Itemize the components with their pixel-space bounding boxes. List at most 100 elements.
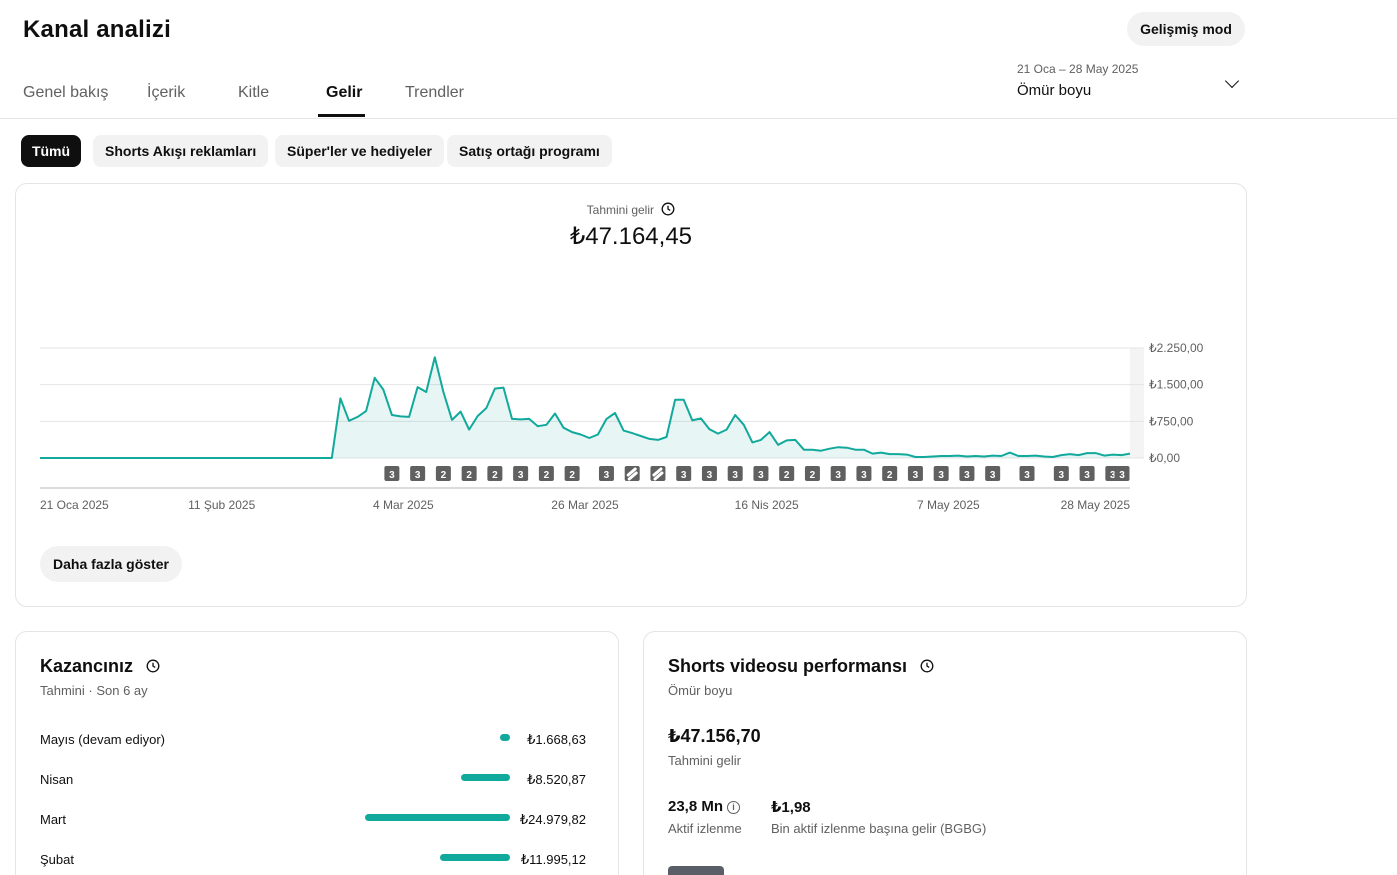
y-tick-label: ₺2.250,00 [1149,341,1204,355]
upload-marker-box [779,466,795,481]
upload-marker-box [985,466,1001,481]
upload-marker[interactable]: 2 [804,466,820,481]
upload-marker[interactable]: 2 [487,466,503,481]
shorts-title: Shorts videosu performansı [668,656,934,677]
clock-icon[interactable] [146,659,160,673]
upload-marker[interactable]: 3 [753,466,769,481]
upload-marker[interactable]: 3 [513,466,529,481]
upload-marker-box [676,466,692,481]
revenue-chart-card: Tahmini gelir ₺47.164,45 ₺2.250,00 ₺1.500… [15,183,1247,607]
tab-revenue[interactable]: Gelir [326,84,363,101]
upload-marker[interactable]: 3 [1019,466,1035,481]
upload-marker[interactable]: 3 [598,466,614,481]
x-tick-label: 26 Mar 2025 [551,498,619,512]
earnings-amount: ₺11.995,12 [520,852,586,867]
video-thumbnail[interactable] [668,866,724,875]
upload-marker[interactable]: 3 [727,466,743,481]
y-tick-label: ₺750,00 [1149,414,1194,428]
upload-count: 2 [544,470,550,481]
x-tick-label: 4 Mar 2025 [373,498,434,512]
filter-chip-shorts-ads[interactable]: Shorts Akışı reklamları [93,135,269,167]
upload-marker[interactable]: 3 [701,466,717,481]
upload-count: 3 [861,470,867,481]
tab-trends[interactable]: Trendler [405,84,464,101]
shorts-revenue-label: Tahmini gelir [668,753,741,768]
earnings-subtitle: Tahmini · Son 6 ay [40,683,148,698]
upload-marker-box [804,466,820,481]
upload-marker-box [1053,466,1069,481]
upload-marker[interactable]: 3 [1053,466,1069,481]
clock-icon[interactable] [920,659,934,673]
earnings-bar [365,814,510,821]
upload-count: 3 [732,470,738,481]
upload-count: 3 [964,470,970,481]
upload-marker[interactable]: 2 [435,466,451,481]
revenue-area-fill [40,357,1130,458]
earnings-row: Nisan ₺8.520,87 [40,769,586,789]
filter-chip-all[interactable]: Tümü [21,135,81,167]
upload-count: 3 [1024,470,1030,481]
upload-marker[interactable]: 2 [779,466,795,481]
upload-marker[interactable]: 2 [461,466,477,481]
date-range-picker[interactable]: 21 Oca – 28 May 2025 Ömür boyu [1017,62,1245,106]
earnings-amount: ₺1.668,63 [527,732,586,747]
upload-marker-box [564,466,580,481]
shorts-subtitle: Ömür boyu [668,683,733,698]
upload-marker-box [513,466,529,481]
earnings-month: Mart [40,812,66,827]
upload-marker[interactable]: 2 [538,466,554,481]
upload-marker-box [1079,466,1095,481]
upload-count: 2 [810,470,816,481]
info-icon[interactable]: i [727,801,741,814]
upload-marker[interactable]: 3 [1079,466,1095,481]
y-tick-label: ₺0,00 [1149,451,1180,465]
upload-count: 2 [492,470,498,481]
page-title: Kanal analizi [23,16,171,43]
upload-marker-box [1019,466,1035,481]
tab-overview[interactable]: Genel bakış [23,84,109,101]
upload-marker[interactable]: 3 [384,466,400,481]
tab-content[interactable]: İçerik [147,84,186,101]
earnings-bar [500,734,510,741]
filter-chip-supers-gifts[interactable]: Süper'ler ve hediyeler [275,135,444,167]
x-tick-label: 21 Oca 2025 [40,498,109,512]
upload-marker[interactable] [624,466,640,481]
upload-marker-box [538,466,554,481]
upload-marker-box [487,466,503,481]
advanced-mode-button[interactable]: Gelişmiş mod [1127,12,1245,46]
upload-marker-box [907,466,923,481]
upload-marker[interactable]: 3 [907,466,923,481]
upload-marker-box [830,466,846,481]
upload-count: 2 [466,470,472,481]
tab-audience[interactable]: Kitle [238,84,270,101]
upload-marker[interactable]: 3 [933,466,949,481]
upload-count: 2 [441,470,447,481]
clock-icon[interactable] [661,202,675,216]
upload-marker[interactable]: 2 [882,466,898,481]
upload-marker-box [856,466,872,481]
upload-count: 3 [990,470,996,481]
upload-marker[interactable]: 3 [856,466,872,481]
date-range-text: 21 Oca – 28 May 2025 [1017,62,1139,76]
upload-marker[interactable] [650,466,666,481]
upload-marker[interactable]: 3 [1114,466,1130,481]
upload-marker[interactable]: 3 [676,466,692,481]
shorts-title-text: Shorts videosu performansı [668,656,908,676]
active-views-value: 23,8 Mn i [668,798,741,815]
filter-chip-affiliate[interactable]: Satış ortağı programı [447,135,612,167]
y-tick-label: ₺1.500,00 [1149,378,1204,392]
earnings-bar [440,854,510,861]
upload-marker[interactable]: 3 [410,466,426,481]
upload-marker-box [933,466,949,481]
shorts-performance-card: Shorts videosu performansı Ömür boyu ₺47… [643,631,1247,875]
upload-marker[interactable]: 3 [985,466,1001,481]
upload-count: 3 [1110,470,1116,481]
upload-count: 3 [913,470,919,481]
upload-marker[interactable]: 3 [959,466,975,481]
shorts-icon [626,467,638,481]
upload-marker[interactable]: 3 [830,466,846,481]
show-more-button[interactable]: Daha fazla göster [40,546,182,582]
revenue-total: ₺47.164,45 [569,223,693,250]
upload-marker[interactable]: 2 [564,466,580,481]
